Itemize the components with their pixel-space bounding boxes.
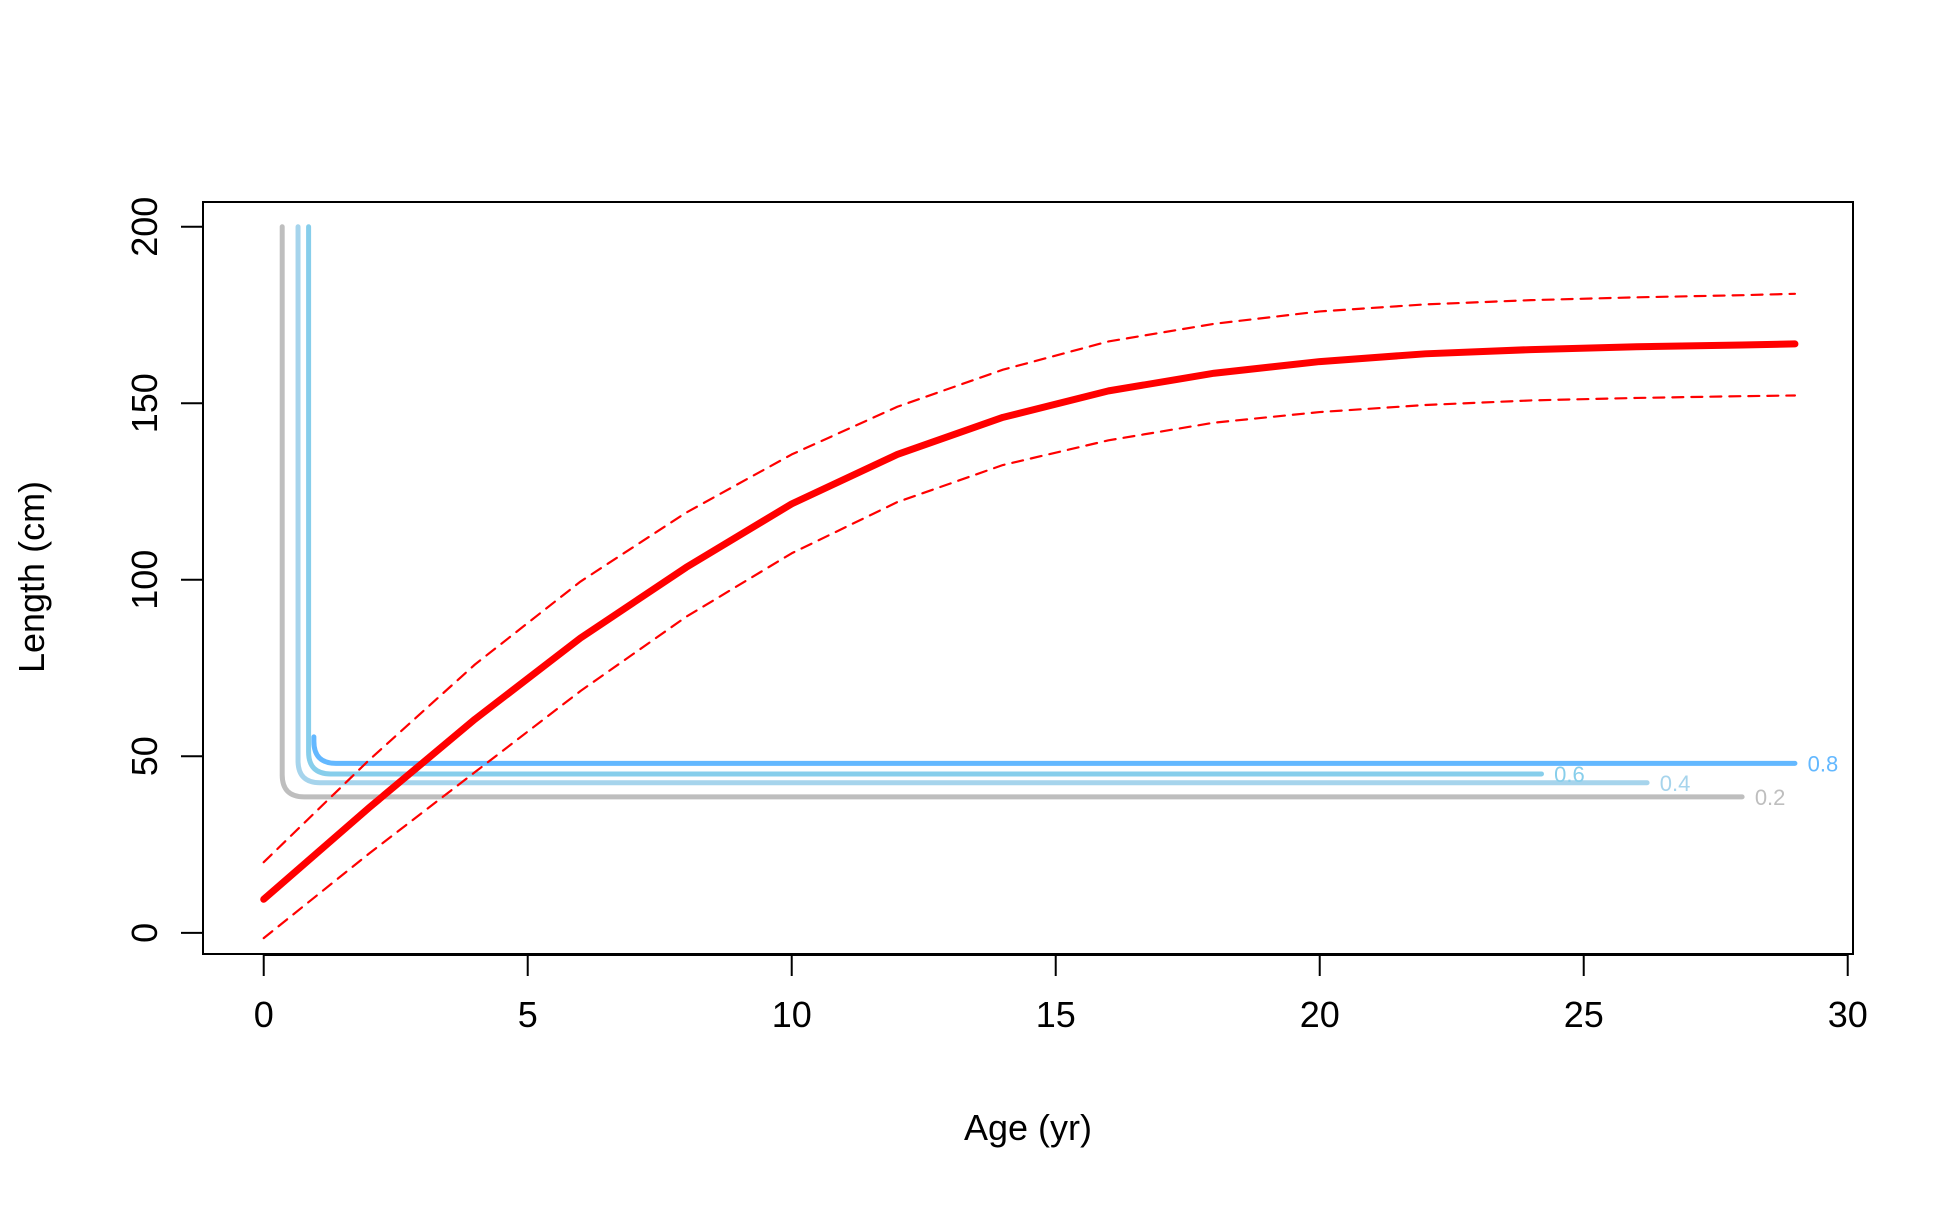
x-axis-label: Age (yr)	[964, 1107, 1092, 1148]
contour-label-06: 0.6	[1554, 762, 1585, 787]
series-line-upper	[262, 292, 1797, 864]
x-tick-label: 30	[1828, 994, 1868, 1035]
contour-layer: 0.2 0.4 0.6 0.8	[279, 224, 1839, 810]
plot-frame	[202, 201, 1854, 955]
y-tick-label: 50	[124, 736, 165, 776]
series-line-lower	[262, 394, 1797, 940]
contour-line-08	[311, 734, 1798, 766]
y-tick-label: 100	[124, 550, 165, 610]
axis-layer: 0 5 10 15 20 25 30 0 50 100 150 200	[124, 197, 1868, 1035]
x-tick-label: 20	[1300, 994, 1340, 1035]
x-tick-label: 25	[1564, 994, 1604, 1035]
x-tick-label: 5	[518, 994, 538, 1035]
y-tick-label: 150	[124, 373, 165, 433]
contour-line-02	[279, 224, 1745, 800]
contour-line-06	[306, 224, 1544, 777]
x-tick-label: 10	[772, 994, 812, 1035]
series-line-mean	[260, 340, 1799, 903]
contour-label-02: 0.2	[1755, 785, 1786, 810]
y-axis-label: Length (cm)	[11, 481, 52, 673]
series-layer	[260, 292, 1799, 940]
contour-line-04	[295, 224, 1650, 786]
contour-label-08: 0.8	[1808, 751, 1839, 776]
contour-label-04: 0.4	[1660, 771, 1691, 796]
y-tick-label: 200	[124, 197, 165, 257]
x-tick-label: 15	[1036, 994, 1076, 1035]
x-tick-label: 0	[254, 994, 274, 1035]
y-tick-label: 0	[124, 923, 165, 943]
